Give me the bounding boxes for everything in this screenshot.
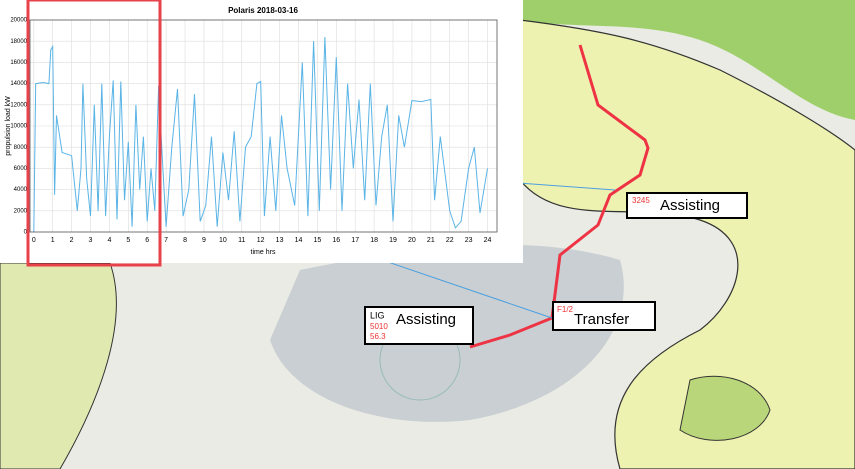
x-tick-label: 1 bbox=[51, 237, 55, 244]
map-code: F1/2 bbox=[557, 305, 574, 314]
x-tick-label: 7 bbox=[164, 237, 168, 244]
x-tick-label: 20 bbox=[408, 237, 416, 244]
x-tick-label: 14 bbox=[295, 237, 303, 244]
label-box bbox=[364, 306, 474, 345]
x-tick-label: 15 bbox=[313, 237, 321, 244]
map-code: 5010 bbox=[370, 322, 388, 331]
x-tick-label: 23 bbox=[465, 237, 473, 244]
selection-box bbox=[26, 0, 162, 267]
y-tick-label: 0 bbox=[24, 230, 28, 236]
y-tick-label: 16000 bbox=[10, 60, 27, 66]
island bbox=[679, 375, 771, 441]
route bbox=[469, 44, 650, 349]
y-tick-label: 10000 bbox=[10, 124, 27, 130]
chart-panel bbox=[0, 0, 523, 263]
y-tick-label: 2000 bbox=[14, 208, 28, 214]
map-code: LIG bbox=[370, 310, 385, 320]
y-tick-label: 4000 bbox=[14, 187, 28, 193]
land-green bbox=[520, 0, 855, 120]
y-tick-label: 20000 bbox=[10, 18, 27, 24]
x-tick-label: 8 bbox=[183, 237, 187, 244]
map-label: Assisting bbox=[660, 197, 720, 214]
x-tick-label: 24 bbox=[484, 237, 492, 244]
x-tick-label: 5 bbox=[126, 237, 130, 244]
x-tick-label: 16 bbox=[332, 237, 340, 244]
x-tick-label: 19 bbox=[389, 237, 397, 244]
plot-frame bbox=[29, 19, 498, 233]
x-tick-label: 11 bbox=[238, 237, 245, 244]
series-line bbox=[33, 36, 488, 233]
x-tick-label: 6 bbox=[145, 237, 149, 244]
y-tick-label: 18000 bbox=[10, 39, 27, 45]
x-tick-label: 12 bbox=[257, 237, 265, 244]
x-tick-label: 2 bbox=[70, 237, 74, 244]
label-box bbox=[626, 192, 748, 219]
label-box bbox=[552, 301, 656, 331]
x-tick-label: 10 bbox=[219, 237, 227, 244]
x-axis-label: time hrs bbox=[251, 249, 276, 256]
y-tick-label: 14000 bbox=[10, 81, 27, 87]
x-tick-label: 13 bbox=[276, 237, 284, 244]
map-code: 56.3 bbox=[370, 332, 386, 341]
x-tick-label: 0 bbox=[32, 237, 36, 244]
chart-title: Polaris 2018-03-16 bbox=[228, 6, 298, 15]
x-tick-label: 4 bbox=[107, 237, 111, 244]
y-tick-label: 12000 bbox=[10, 102, 27, 108]
x-tick-label: 22 bbox=[446, 237, 454, 244]
y-tick-label: 6000 bbox=[14, 166, 28, 172]
map-code: 3245 bbox=[632, 196, 650, 205]
x-tick-label: 3 bbox=[89, 237, 93, 244]
x-tick-label: 9 bbox=[202, 237, 206, 244]
map-label: Assisting bbox=[396, 311, 456, 328]
map-label: Transfer bbox=[574, 311, 629, 328]
x-tick-label: 18 bbox=[370, 237, 378, 244]
x-tick-label: 21 bbox=[427, 237, 435, 244]
y-axis-label: propulsion load kW bbox=[5, 96, 12, 156]
x-tick-label: 17 bbox=[351, 237, 359, 244]
y-tick-label: 8000 bbox=[14, 145, 28, 151]
land-left bbox=[0, 262, 117, 469]
